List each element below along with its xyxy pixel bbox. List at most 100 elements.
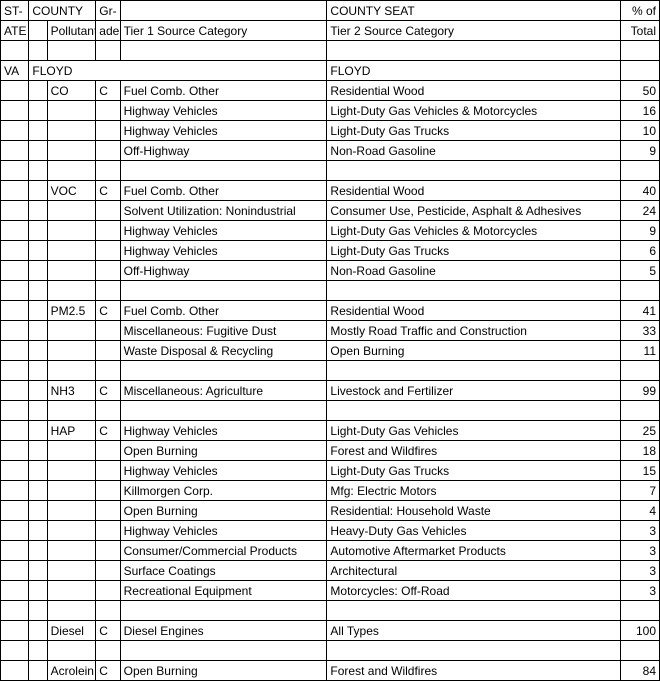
tier1-cell: Recreational Equipment (120, 581, 327, 601)
blank-cell (1, 601, 29, 621)
pollutant-cell: VOC (47, 181, 96, 201)
table-row (1, 641, 660, 661)
grade-cell (96, 461, 120, 481)
table-row: Highway VehiclesLight-Duty Gas Vehicles … (1, 221, 660, 241)
blank-cell (96, 641, 120, 661)
tier1-cell: Highway Vehicles (120, 521, 327, 541)
blank-cell (29, 221, 47, 241)
blank-cell (29, 101, 47, 121)
tier1-cell: Consumer/Commercial Products (120, 541, 327, 561)
tier1-cell: Open Burning (120, 501, 327, 521)
table-row: Surface CoatingsArchitectural3 (1, 561, 660, 581)
hdr-grade2: ade (96, 21, 120, 41)
blank-cell (47, 161, 96, 181)
state-cell (1, 341, 29, 361)
blank-cell (47, 361, 96, 381)
pct-cell: 4 (621, 501, 660, 521)
hdr-pct2: Total (621, 21, 660, 41)
tier2-cell: Automotive Aftermarket Products (327, 541, 621, 561)
table-row: HAPCHighway VehiclesLight-Duty Gas Vehic… (1, 421, 660, 441)
blank-cell (47, 281, 96, 301)
pollutant-cell (47, 201, 96, 221)
table-row: Open BurningForest and Wildfires18 (1, 441, 660, 461)
grade-cell (96, 261, 120, 281)
blank-cell (29, 581, 47, 601)
hdr-county-seat: COUNTY SEAT (327, 1, 621, 21)
blank-cell (96, 41, 120, 61)
blank-cell (29, 521, 47, 541)
blank-cell (29, 341, 47, 361)
tier1-cell: Highway Vehicles (120, 101, 327, 121)
tier2-cell: Residential Wood (327, 301, 621, 321)
tier2-cell: Non-Road Gasoline (327, 261, 621, 281)
state-cell (1, 621, 29, 641)
tier1-cell: Highway Vehicles (120, 221, 327, 241)
blank-cell (621, 361, 660, 381)
state-cell (1, 181, 29, 201)
hdr-blank (29, 21, 47, 41)
pct-cell: 33 (621, 321, 660, 341)
table-row (1, 601, 660, 621)
emissions-table: ST- COUNTY Gr- COUNTY SEAT % of ATE Poll… (0, 0, 660, 681)
pollutant-cell: HAP (47, 421, 96, 441)
state-cell (1, 481, 29, 501)
blank-cell (29, 381, 47, 401)
grade-cell (96, 221, 120, 241)
tier1-cell: Highway Vehicles (120, 421, 327, 441)
pct-cell: 15 (621, 461, 660, 481)
blank-cell (29, 321, 47, 341)
table-row (1, 161, 660, 181)
pct-cell: 3 (621, 581, 660, 601)
blank-cell (621, 61, 660, 81)
pct-cell: 6 (621, 241, 660, 261)
table-row: NH3CMiscellaneous: AgricultureLivestock … (1, 381, 660, 401)
table-row: Waste Disposal & RecyclingOpen Burning11 (1, 341, 660, 361)
blank-cell (327, 281, 621, 301)
tier1-cell: Surface Coatings (120, 561, 327, 581)
blank-cell (29, 41, 47, 61)
blank-cell (96, 601, 120, 621)
table-row: Off-HighwayNon-Road Gasoline9 (1, 141, 660, 161)
pollutant-cell (47, 521, 96, 541)
pct-cell: 84 (621, 661, 660, 681)
table-row: Off-HighwayNon-Road Gasoline5 (1, 261, 660, 281)
hdr-pct: % of (621, 1, 660, 21)
blank-cell (120, 41, 327, 61)
state-cell (1, 241, 29, 261)
table-row: AcroleinCOpen BurningForest and Wildfire… (1, 661, 660, 681)
pollutant-cell (47, 541, 96, 561)
pollutant-cell (47, 241, 96, 261)
blank-cell (1, 281, 29, 301)
table-row: PM2.5CFuel Comb. OtherResidential Wood41 (1, 301, 660, 321)
grade-cell: C (96, 621, 120, 641)
table-row (1, 401, 660, 421)
pct-cell: 50 (621, 81, 660, 101)
pollutant-cell (47, 261, 96, 281)
state-cell (1, 321, 29, 341)
tier1-cell: Off-Highway (120, 141, 327, 161)
blank-cell (29, 501, 47, 521)
tier1-cell: Miscellaneous: Fugitive Dust (120, 321, 327, 341)
pct-cell: 3 (621, 521, 660, 541)
pct-cell: 16 (621, 101, 660, 121)
blank-cell (29, 421, 47, 441)
blank-cell (29, 201, 47, 221)
state-cell (1, 101, 29, 121)
blank-cell (29, 261, 47, 281)
blank-cell (327, 401, 621, 421)
hdr-county: COUNTY (29, 1, 96, 21)
table-row (1, 281, 660, 301)
blank-cell (327, 641, 621, 661)
blank-cell (1, 401, 29, 421)
tier2-cell: Open Burning (327, 341, 621, 361)
blank-cell (47, 41, 96, 61)
grade-cell: C (96, 661, 120, 681)
blank-cell (47, 601, 96, 621)
tier2-cell: Mostly Road Traffic and Construction (327, 321, 621, 341)
tier1-cell: Solvent Utilization: Nonindustrial (120, 201, 327, 221)
state-cell (1, 381, 29, 401)
pollutant-cell: Diesel (47, 621, 96, 641)
grade-cell: C (96, 301, 120, 321)
blank-cell (29, 401, 47, 421)
state-cell (1, 661, 29, 681)
